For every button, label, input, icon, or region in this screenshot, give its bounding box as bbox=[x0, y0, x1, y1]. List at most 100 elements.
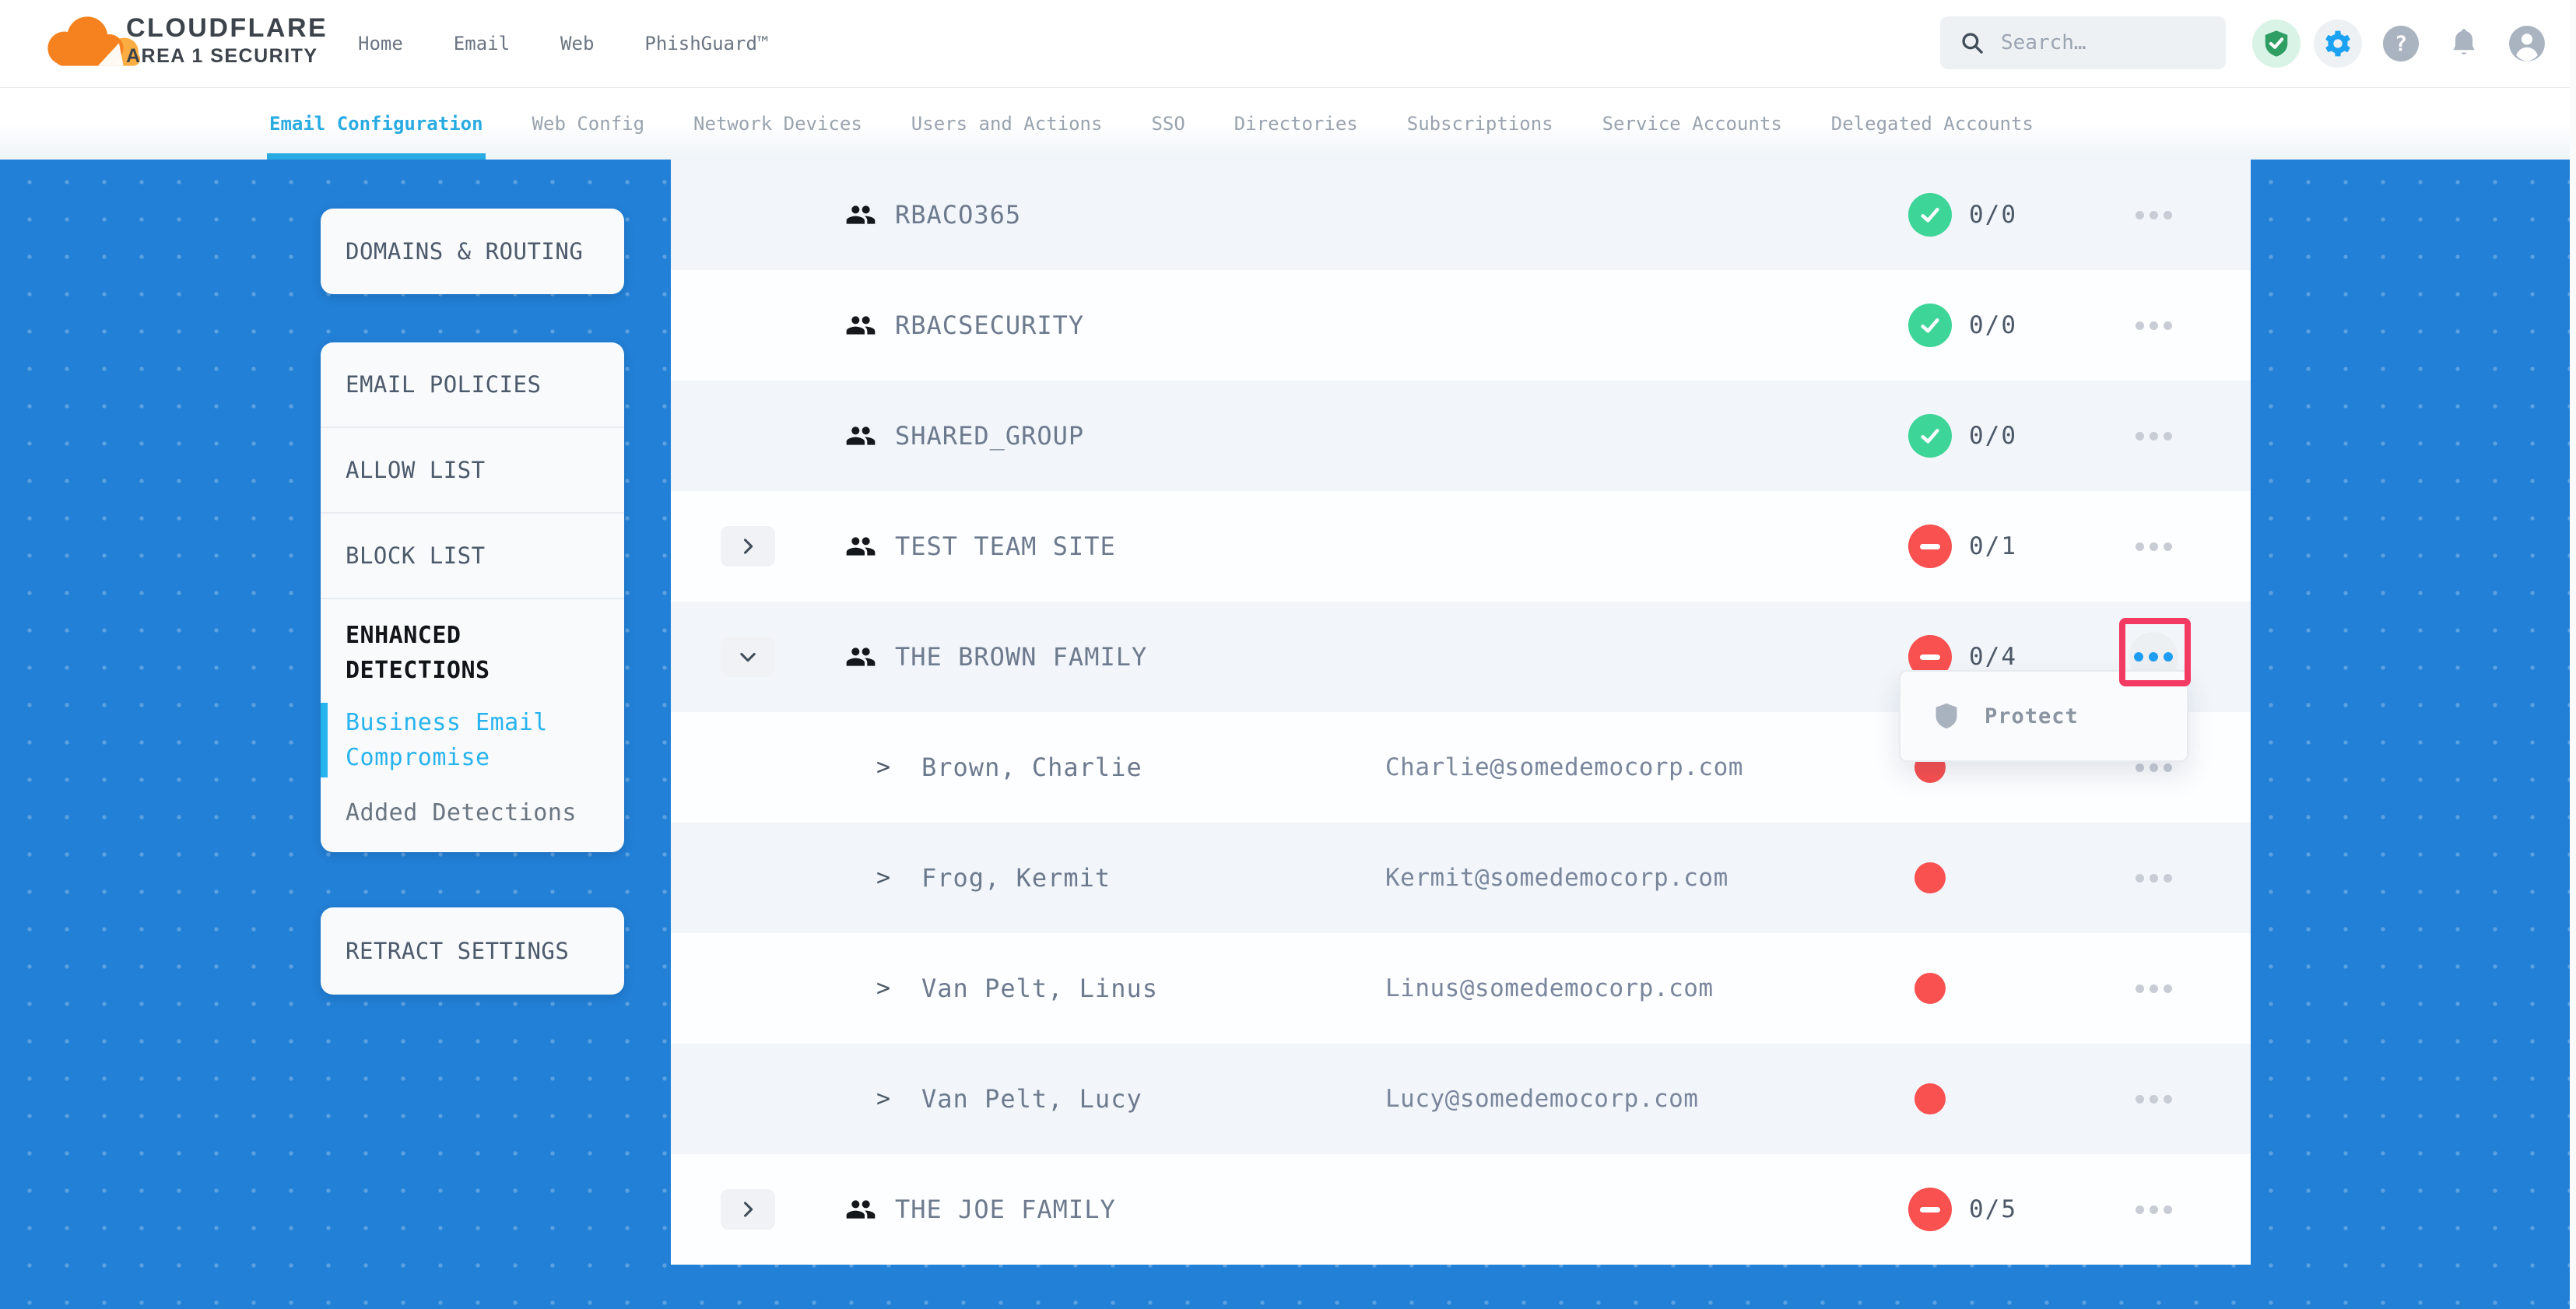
group-people-icon bbox=[845, 641, 876, 672]
header-nav-phishguard[interactable]: PhishGuard™ bbox=[644, 33, 769, 54]
member-name: Brown, Charlie bbox=[921, 753, 1142, 782]
group-row: RBACSECURITY 0/0 bbox=[671, 270, 2251, 381]
account-icon[interactable] bbox=[2508, 24, 2546, 63]
minus-icon bbox=[1920, 543, 1940, 549]
tab-web-config[interactable]: Web Config bbox=[532, 112, 645, 135]
help-icon[interactable]: ? bbox=[2383, 26, 2419, 61]
sidebar-item-allow-list[interactable]: ALLOW LIST bbox=[321, 426, 624, 512]
group-name: RBACO365 bbox=[895, 200, 1022, 230]
tab-directories[interactable]: Directories bbox=[1234, 112, 1358, 135]
tab-email-configuration[interactable]: Email Configuration bbox=[267, 87, 486, 160]
group-name: RBACSECURITY bbox=[895, 311, 1085, 340]
page-scrollbar[interactable] bbox=[2570, 0, 2576, 1309]
check-icon bbox=[1918, 313, 1943, 338]
brand-wordmark: CLOUDFLARE AREA 1 SECURITY bbox=[126, 13, 328, 68]
collapse-button[interactable] bbox=[721, 637, 775, 677]
group-row: SHARED_GROUP 0/0 bbox=[671, 381, 2251, 491]
sidebar-item-retract-settings[interactable]: RETRACT SETTINGS bbox=[346, 938, 570, 964]
member-email: Linus@somedemocorp.com bbox=[1385, 974, 1714, 1002]
member-row: > Van Pelt, Linus Linus@somedemocorp.com bbox=[671, 933, 2251, 1044]
protection-count: 0/0 bbox=[1969, 201, 2017, 229]
shield-icon bbox=[1932, 701, 1961, 731]
status-dot bbox=[1914, 973, 1946, 1004]
status-dot bbox=[1914, 862, 1946, 893]
row-menu-button[interactable] bbox=[2129, 300, 2178, 350]
status-fail-badge bbox=[1908, 1188, 1952, 1231]
sidebar-card-email-policies: EMAIL POLICIES ALLOW LIST BLOCK LIST ENH… bbox=[321, 342, 624, 852]
sidebar-item-added-detections[interactable]: Added Detections bbox=[346, 799, 577, 826]
group-people-icon bbox=[845, 531, 876, 562]
sidebar-card-domains-routing: DOMAINS & ROUTING bbox=[321, 209, 624, 294]
chevron-right-icon bbox=[737, 535, 759, 557]
sidebar-item-domains-routing[interactable]: DOMAINS & ROUTING bbox=[346, 238, 584, 265]
brand-title: CLOUDFLARE bbox=[126, 13, 328, 43]
tab-delegated-accounts[interactable]: Delegated Accounts bbox=[1830, 112, 2034, 135]
protection-count: 0/5 bbox=[1969, 1195, 2017, 1223]
check-icon bbox=[1918, 423, 1943, 448]
shield-check-icon[interactable] bbox=[2252, 19, 2301, 68]
group-name: THE BROWN FAMILY bbox=[895, 642, 1148, 672]
cloudflare-logo-icon bbox=[34, 8, 151, 78]
member-email: Kermit@somedemocorp.com bbox=[1385, 864, 1728, 892]
row-menu-button[interactable] bbox=[2129, 411, 2178, 461]
group-people-icon bbox=[845, 199, 876, 230]
expand-button[interactable] bbox=[721, 526, 775, 567]
sidebar-card-retract-settings: RETRACT SETTINGS bbox=[321, 907, 624, 995]
header-nav: Home Email Web PhishGuard™ bbox=[358, 0, 768, 87]
header-nav-home[interactable]: Home bbox=[358, 33, 403, 54]
minus-icon bbox=[1920, 1206, 1940, 1212]
row-menu-button[interactable] bbox=[2129, 190, 2178, 240]
member-row: > Brown, Charlie Charlie@somedemocorp.com bbox=[671, 712, 2251, 823]
row-menu-button[interactable] bbox=[2129, 1184, 2178, 1234]
groups-table: RBACO365 0/0 RBACSECURITY 0/0 SHARED_GROUP 0/… bbox=[671, 160, 2251, 1265]
status-pass-badge bbox=[1908, 414, 1952, 458]
member-name: Van Pelt, Lucy bbox=[921, 1084, 1142, 1114]
secondary-nav: Email Configuration Web Config Network Dev… bbox=[0, 87, 2576, 160]
member-name: Frog, Kermit bbox=[921, 863, 1111, 893]
chevron-right-icon bbox=[737, 1198, 759, 1220]
header-nav-web[interactable]: Web bbox=[560, 33, 595, 54]
context-menu-item-protect[interactable]: Protect bbox=[1985, 704, 2079, 728]
protection-count: 0/4 bbox=[1969, 643, 2017, 671]
tab-network-devices[interactable]: Network Devices bbox=[693, 112, 862, 135]
member-arrow: > bbox=[876, 753, 891, 781]
status-pass-badge bbox=[1908, 193, 1952, 237]
group-people-icon bbox=[845, 1194, 876, 1225]
member-email: Lucy@somedemocorp.com bbox=[1385, 1085, 1699, 1113]
protection-count: 0/1 bbox=[1969, 532, 2017, 560]
group-row: TEST TEAM SITE 0/1 bbox=[671, 491, 2251, 602]
member-arrow: > bbox=[876, 974, 891, 1002]
row-menu-button[interactable] bbox=[2129, 1074, 2178, 1124]
member-name: Van Pelt, Linus bbox=[921, 974, 1158, 1003]
row-menu-button[interactable] bbox=[2129, 742, 2178, 792]
group-row: THE JOE FAMILY 0/5 bbox=[671, 1154, 2251, 1265]
tab-service-accounts[interactable]: Service Accounts bbox=[1602, 112, 1782, 135]
header-nav-email[interactable]: Email bbox=[453, 33, 511, 54]
tab-subscriptions[interactable]: Subscriptions bbox=[1406, 112, 1553, 135]
settings-gear-icon[interactable] bbox=[2314, 19, 2362, 68]
sidebar-item-block-list[interactable]: BLOCK LIST bbox=[321, 512, 624, 598]
member-row: > Frog, Kermit Kermit@somedemocorp.com bbox=[671, 823, 2251, 933]
group-name: THE JOE FAMILY bbox=[895, 1195, 1116, 1224]
protection-count: 0/0 bbox=[1969, 422, 2017, 450]
row-menu-button[interactable] bbox=[2129, 853, 2178, 903]
tab-sso[interactable]: SSO bbox=[1151, 112, 1185, 135]
bell-icon[interactable] bbox=[2446, 26, 2482, 61]
status-pass-badge bbox=[1908, 304, 1952, 347]
member-arrow: > bbox=[876, 864, 891, 892]
expand-button[interactable] bbox=[721, 1189, 775, 1230]
search-box[interactable] bbox=[1940, 16, 2226, 69]
member-email: Charlie@somedemocorp.com bbox=[1385, 753, 1743, 781]
row-menu-button[interactable] bbox=[2129, 521, 2178, 571]
sidebar-section-enhanced-detections: ENHANCED DETECTIONS Business Email Compr… bbox=[321, 598, 624, 830]
sidebar-item-email-policies[interactable]: EMAIL POLICIES bbox=[346, 371, 542, 398]
row-menu-button[interactable] bbox=[2129, 963, 2178, 1013]
sidebar-item-business-email-compromise[interactable]: Business Email Compromise bbox=[321, 703, 602, 777]
brand-subtitle: AREA 1 SECURITY bbox=[126, 45, 318, 68]
tab-users-and-actions[interactable]: Users and Actions bbox=[911, 112, 1103, 135]
group-people-icon bbox=[845, 310, 876, 341]
member-row: > Van Pelt, Lucy Lucy@somedemocorp.com bbox=[671, 1044, 2251, 1154]
group-people-icon bbox=[845, 420, 876, 451]
chevron-down-icon bbox=[737, 646, 759, 668]
search-input[interactable] bbox=[1999, 30, 2205, 55]
